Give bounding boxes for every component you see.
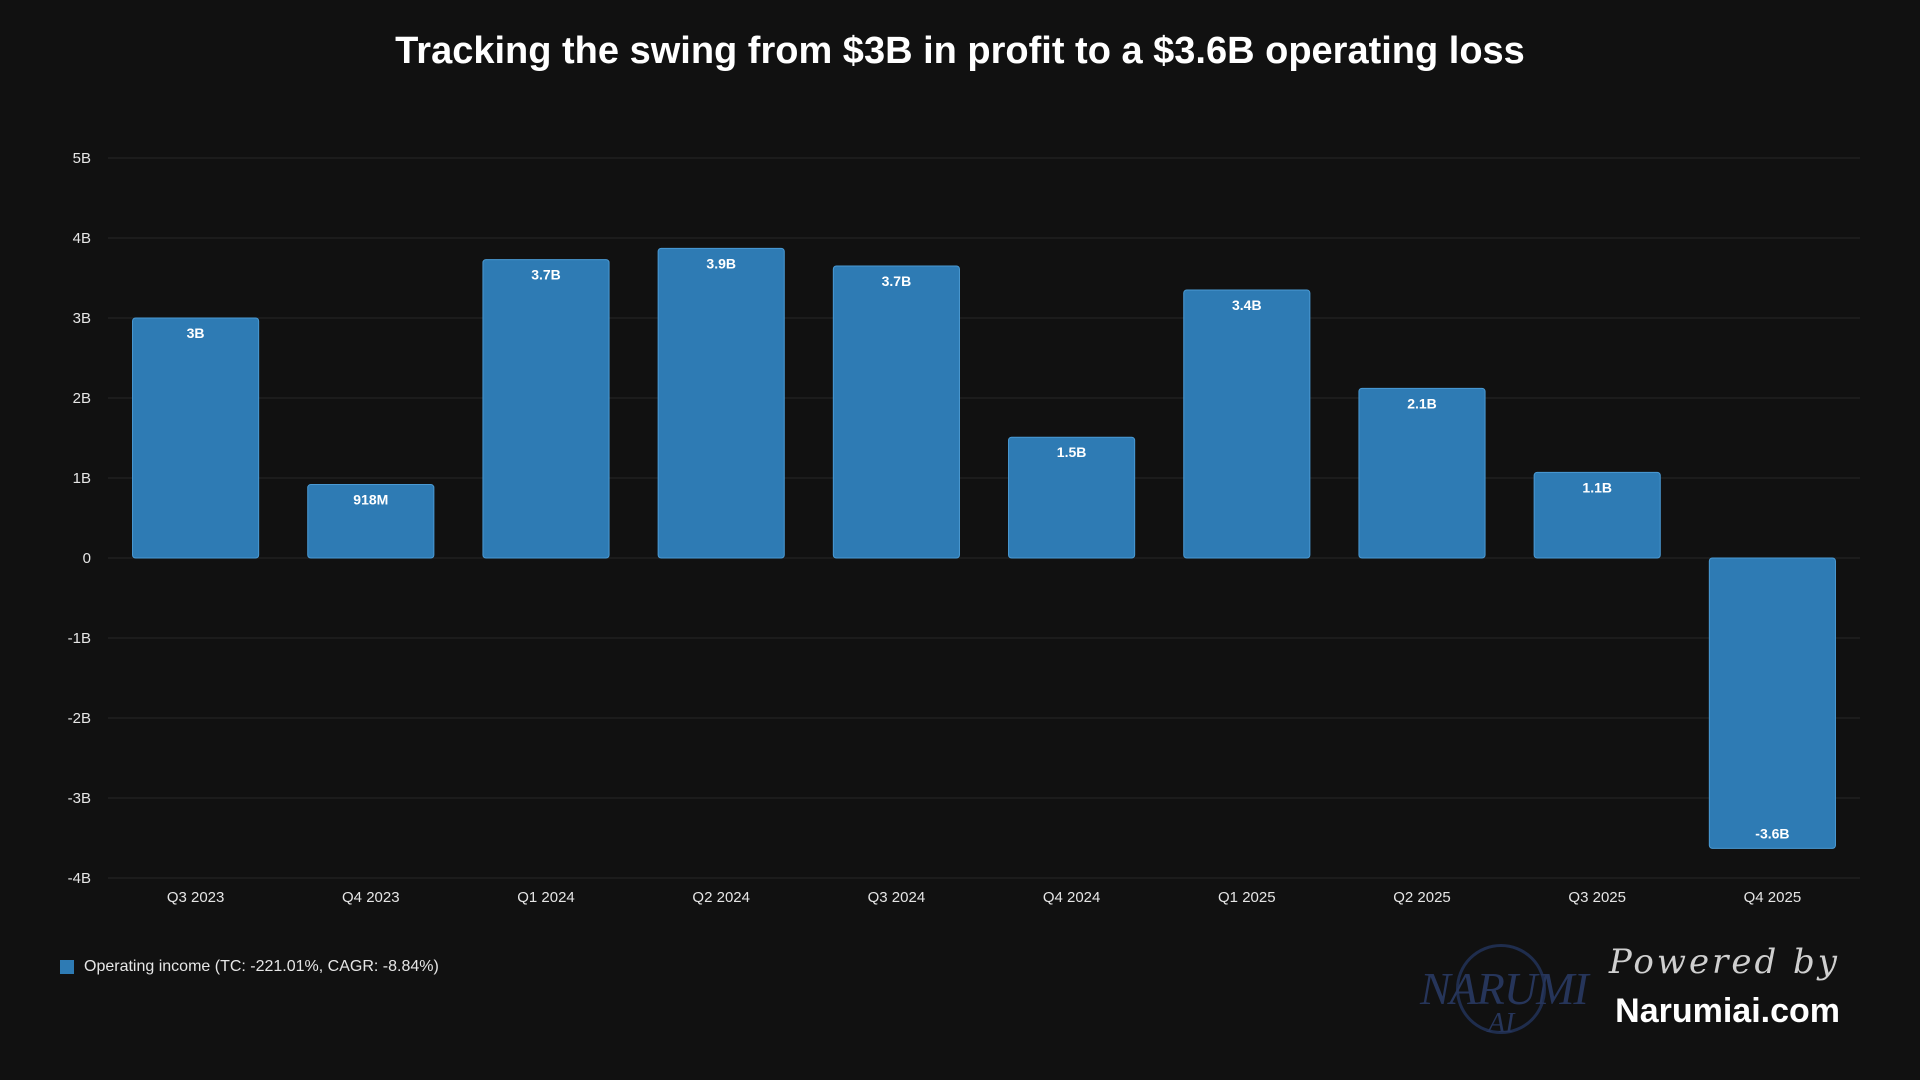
y-tick-label: -2B	[68, 710, 91, 727]
x-tick-label: Q3 2024	[868, 889, 926, 906]
bars	[132, 247, 1836, 849]
legend-swatch	[60, 960, 74, 974]
y-tick-label: -3B	[68, 790, 91, 807]
x-tick-label: Q4 2024	[1043, 889, 1101, 906]
bar-value-label: 3B	[187, 325, 205, 341]
x-tick-label: Q1 2024	[517, 889, 575, 906]
x-tick-label: Q3 2025	[1568, 889, 1626, 906]
logo-ring	[1456, 944, 1546, 1034]
bar-value-label: 918M	[353, 492, 388, 508]
watermark: NARUMI AI Powered by Narumiai.com	[1420, 940, 1840, 1050]
bar-value-label: 1.5B	[1057, 444, 1087, 460]
x-tick-label: Q2 2024	[692, 889, 750, 906]
bar	[1358, 387, 1486, 559]
bar	[132, 317, 260, 559]
y-tick-label: 4B	[73, 230, 91, 247]
x-tick-label: Q2 2025	[1393, 889, 1451, 906]
y-tick-label: -1B	[68, 630, 91, 647]
y-tick-label: 0	[83, 550, 91, 567]
bar-value-label: 3.4B	[1232, 297, 1262, 313]
bar-value-label: -3.6B	[1755, 825, 1789, 841]
bar-value-label: 1.1B	[1582, 479, 1612, 495]
bar	[1533, 471, 1661, 559]
y-tick-label: 2B	[73, 390, 91, 407]
site-name: Narumiai.com	[1615, 992, 1840, 1030]
legend-label: Operating income (TC: -221.01%, CAGR: -8…	[84, 958, 439, 975]
bar-value-label: 3.9B	[706, 255, 736, 271]
y-tick-label: 5B	[73, 150, 91, 167]
narumi-logo: NARUMI AI	[1420, 940, 1589, 1050]
bar-value-label: 3.7B	[882, 273, 912, 289]
bar	[1183, 289, 1311, 559]
bar	[832, 265, 960, 559]
y-axis-ticks: 5B 4B 3B 2B 1B 0 -1B -2B -3B -4B	[68, 150, 91, 887]
x-axis-ticks: Q3 2023 Q4 2023 Q1 2024 Q2 2024 Q3 2024 Q4 20…	[167, 889, 1801, 906]
powered-by-text: Powered by	[1608, 942, 1840, 982]
grid-lines	[108, 157, 1860, 879]
bar	[307, 484, 435, 559]
legend[interactable]: Operating income (TC: -221.01%, CAGR: -8…	[60, 958, 439, 976]
bar	[482, 259, 610, 559]
x-tick-label: Q4 2025	[1744, 889, 1802, 906]
logo-sub: AI	[1488, 1008, 1515, 1039]
y-tick-label: -4B	[68, 870, 91, 887]
bar	[1008, 436, 1136, 559]
y-tick-label: 3B	[73, 310, 91, 327]
y-tick-label: 1B	[73, 470, 91, 487]
x-tick-label: Q1 2025	[1218, 889, 1276, 906]
bar-value-label: 3.7B	[531, 267, 561, 283]
x-tick-label: Q4 2023	[342, 889, 400, 906]
bar-labels: 3B 918M 3.7B 3.9B 3.7B 1.5B 3.4B 2.1B 1.1B -3.6B	[187, 255, 1790, 841]
bar-value-label: 2.1B	[1407, 395, 1437, 411]
chart-title: Tracking the swing from $3B in profit to…	[395, 30, 1525, 72]
bar	[657, 247, 785, 559]
logo-wordmark: NARUMI	[1420, 963, 1589, 1014]
x-tick-label: Q3 2023	[167, 889, 225, 906]
bar	[1708, 557, 1836, 849]
